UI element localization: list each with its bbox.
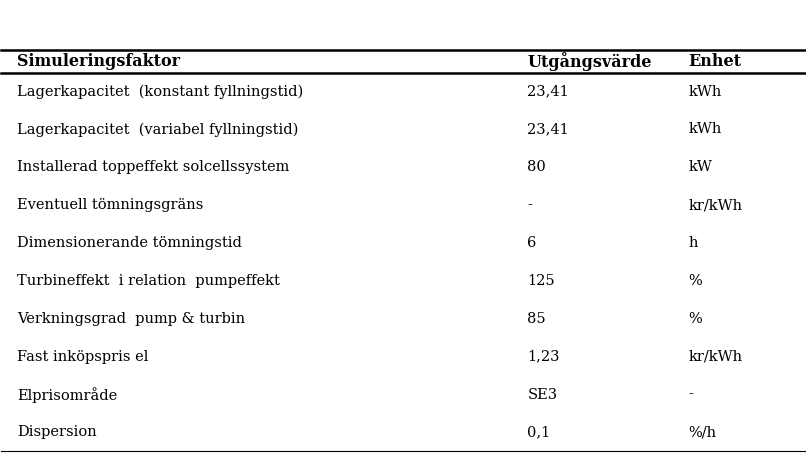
Text: Eventuell tömningsgräns: Eventuell tömningsgräns (18, 198, 204, 212)
Text: %: % (688, 312, 702, 326)
Text: Installerad toppeffekt solcellssystem: Installerad toppeffekt solcellssystem (18, 160, 290, 174)
Text: Lagerkapacitet  (konstant fyllningstid): Lagerkapacitet (konstant fyllningstid) (18, 85, 304, 99)
Text: kWh: kWh (688, 122, 721, 136)
Text: 23,41: 23,41 (527, 85, 569, 98)
Text: Verkningsgrad  pump & turbin: Verkningsgrad pump & turbin (18, 312, 246, 326)
Text: 23,41: 23,41 (527, 122, 569, 136)
Text: Elprisområde: Elprisområde (18, 387, 118, 402)
Text: 80: 80 (527, 160, 546, 174)
Text: Dispersion: Dispersion (18, 426, 98, 439)
Text: 85: 85 (527, 312, 546, 326)
Text: Utgångsvärde: Utgångsvärde (527, 52, 652, 71)
Text: 0,1: 0,1 (527, 426, 550, 439)
Text: Enhet: Enhet (688, 53, 742, 70)
Text: h: h (688, 236, 698, 250)
Text: %/h: %/h (688, 426, 717, 439)
Text: kW: kW (688, 160, 712, 174)
Text: Dimensionerande tömningstid: Dimensionerande tömningstid (18, 236, 243, 250)
Text: kWh: kWh (688, 85, 721, 98)
Text: 125: 125 (527, 274, 555, 288)
Text: 6: 6 (527, 236, 537, 250)
Text: -: - (527, 198, 533, 212)
Text: SE3: SE3 (527, 388, 558, 401)
Text: Fast inköpspris el: Fast inköpspris el (18, 350, 149, 364)
Text: Simuleringsfaktor: Simuleringsfaktor (18, 53, 181, 70)
Text: Lagerkapacitet  (variabel fyllningstid): Lagerkapacitet (variabel fyllningstid) (18, 122, 299, 137)
Text: 1,23: 1,23 (527, 350, 560, 364)
Text: %: % (688, 274, 702, 288)
Text: Turbineffekt  i relation  pumpeffekt: Turbineffekt i relation pumpeffekt (18, 274, 280, 288)
Text: -: - (688, 388, 693, 401)
Text: kr/kWh: kr/kWh (688, 350, 742, 364)
Text: kr/kWh: kr/kWh (688, 198, 742, 212)
